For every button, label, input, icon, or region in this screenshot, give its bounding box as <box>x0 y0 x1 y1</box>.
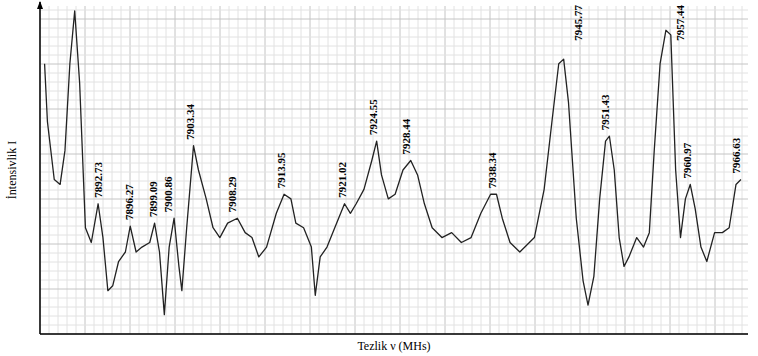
peak-label: 7903.34 <box>184 103 196 139</box>
grid-line <box>40 307 748 308</box>
peak-label: 7892.73 <box>92 162 104 198</box>
peak-label: 7966.63 <box>730 137 742 173</box>
grid-line <box>40 55 748 56</box>
peak-label: 7960.97 <box>681 142 693 178</box>
peak-label: 7924.55 <box>367 99 379 135</box>
grid-line <box>40 46 748 47</box>
grid-line <box>40 82 748 83</box>
y-axis-arrow <box>37 1 43 9</box>
grid-line <box>40 100 748 101</box>
peak-label: 7938.34 <box>486 152 498 188</box>
peak-label: 7945.77 <box>572 5 584 41</box>
grid-line <box>40 235 748 236</box>
peak-label: 7896.27 <box>123 184 135 220</box>
grid-line <box>40 118 748 119</box>
grid-line <box>40 109 748 110</box>
grid-line <box>40 226 748 227</box>
grid-line <box>40 316 748 317</box>
grid-line <box>40 145 748 146</box>
grid-line <box>40 136 748 137</box>
peak-label: 7957.44 <box>674 5 686 41</box>
y-axis <box>39 2 41 334</box>
grid-line <box>40 253 748 254</box>
peak-label: 7908.29 <box>226 176 238 212</box>
grid-line <box>40 73 748 74</box>
peak-label: 7899.09 <box>147 181 159 217</box>
grid-line <box>40 154 748 155</box>
grid-line <box>40 172 748 173</box>
grid-line <box>40 37 748 38</box>
peak-label: 7928.44 <box>400 118 412 154</box>
grid-line <box>40 298 748 299</box>
paper-grid <box>40 6 748 334</box>
grid-line <box>40 271 748 272</box>
grid-line <box>40 28 748 29</box>
peak-label: 7913.95 <box>275 152 287 188</box>
peak-labels: 7892.73 7896.27 7899.097900.86 7903.34 7908.… <box>92 5 742 221</box>
peak-label: 7951.43 <box>599 94 611 130</box>
grid-line <box>40 325 748 326</box>
spectrum-line <box>45 11 741 315</box>
grid-line <box>40 181 748 182</box>
grid-line <box>40 280 748 281</box>
grid-line <box>40 10 748 11</box>
grid-line <box>40 334 748 335</box>
chart: Tezlik ν (MHs) İntensivlik I 7892.73 7896.2… <box>0 0 758 356</box>
peak-label: 7900.86 <box>162 176 174 212</box>
x-axis <box>40 333 748 335</box>
grid-line <box>40 163 748 164</box>
grid-line <box>40 64 748 65</box>
x-axis-title: Tezlik ν (MHs) <box>357 339 430 353</box>
grid-line <box>40 127 748 128</box>
grid-line <box>40 91 748 92</box>
grid-line <box>40 262 748 263</box>
grid-line <box>40 19 748 20</box>
plot-area <box>45 11 741 315</box>
grid-line <box>40 289 748 290</box>
y-axis-title: İntensivlik I <box>5 141 19 199</box>
peak-label: 7921.02 <box>336 162 348 198</box>
